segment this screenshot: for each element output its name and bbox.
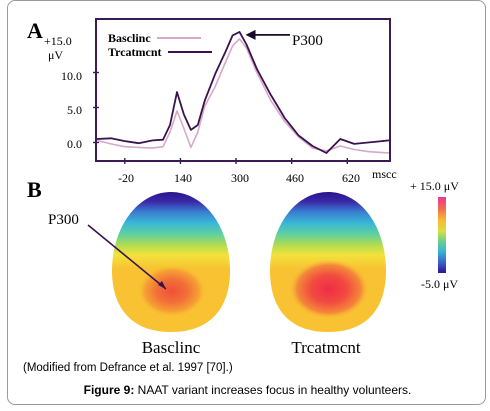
caption-label: Figure 9:	[83, 383, 135, 397]
x-tick-label: 460	[286, 171, 304, 185]
p300-pointer-arrowhead	[158, 281, 166, 289]
legend-label: Basclinc	[108, 30, 151, 45]
p300-pointer-line	[87, 224, 167, 290]
erp-plot-frame	[95, 18, 391, 162]
legend-item-treatment: Trcatmcnt	[108, 45, 212, 59]
legend-label: Trcatmcnt	[108, 44, 162, 59]
series-line-treatment	[96, 30, 390, 154]
scalp-map-baseline	[112, 192, 230, 332]
y-tick-label: 5.0	[67, 103, 82, 117]
legend-item-baseline: Basclinc	[108, 31, 212, 45]
panel-a-letter: A	[27, 18, 43, 43]
chart-legend: Basclinc Trcatmcnt	[108, 31, 212, 59]
map-label-baseline: Basclinc	[141, 338, 201, 357]
erp-line-chart	[93, 29, 390, 164]
figure-caption: Figure 9: NAAT variant increases focus i…	[8, 383, 487, 397]
x-tick-label: 140	[174, 171, 192, 185]
colorbar-max-label: + 15.0 μV	[410, 179, 459, 193]
x-tick-label: 620	[342, 171, 360, 185]
source-note: (Modified from Defrance et al. 1997 [70]…	[23, 362, 233, 374]
map-label-treatment: Trcatmcnt	[291, 338, 361, 357]
legend-swatch-baseline	[156, 37, 201, 39]
map-p300-annotation: P300	[48, 212, 79, 228]
legend-swatch-treatment	[167, 51, 212, 53]
x-tick-label: -20	[118, 171, 134, 185]
x-axis-unit: mscc	[372, 167, 397, 181]
y-axis-top-label: +15.0	[44, 34, 72, 48]
x-tick-label: 300	[231, 171, 249, 185]
y-axis-unit: μV	[48, 48, 64, 62]
panel-b-letter: B	[27, 177, 42, 202]
figure-panel: A B +15.0 μV 10.0 5.0 0.0 -20 140 300 46…	[7, 0, 486, 405]
colorbar-min-label: -5.0 μV	[421, 277, 459, 291]
y-tick-label: 10.0	[61, 69, 82, 83]
colorbar	[438, 197, 446, 273]
scalp-map-treatment	[270, 192, 386, 332]
p300-annotation: P300	[292, 33, 323, 49]
p300-arrowhead	[245, 29, 256, 40]
topographic-maps	[87, 192, 446, 332]
y-tick-label: 0.0	[67, 137, 82, 151]
caption-text: NAAT variant increases focus in healthy …	[134, 383, 412, 397]
